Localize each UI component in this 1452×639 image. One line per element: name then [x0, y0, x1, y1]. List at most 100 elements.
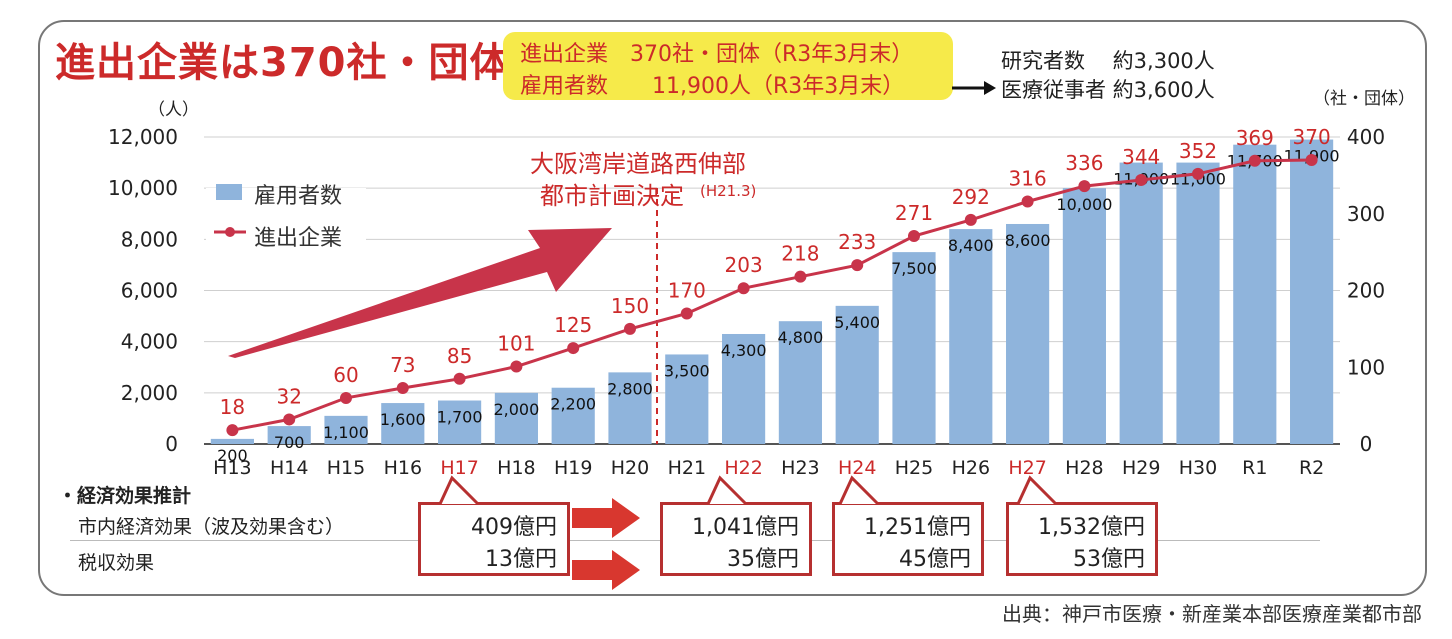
line-point-H18: [510, 360, 523, 373]
economic-title: ・経済効果推計: [58, 485, 192, 507]
x-tick-label: H23: [781, 457, 819, 479]
bar-H22: [722, 333, 766, 444]
left-axis-ticks: 0 2,000 4,000 6,000 8,000 10,000 12,000: [108, 125, 178, 456]
bar-value-label: 2,800: [607, 379, 653, 398]
right-tick-label: 400: [1347, 125, 1385, 149]
x-tick-label: H17: [440, 457, 478, 479]
x-tick-label: H24: [838, 457, 876, 479]
bar-value-label: 5,400: [834, 313, 880, 332]
bar-value-label: 700: [274, 433, 305, 452]
researchers-note: 研究者数 約3,300人: [1001, 49, 1215, 73]
economic-effect-label: 市内経済効果（波及効果含む）: [78, 516, 345, 538]
left-tick-label: 2,000: [121, 381, 178, 405]
line-point-H27: [1021, 195, 1034, 208]
highlight-box: [503, 32, 953, 100]
line-point-H30: [1192, 167, 1204, 180]
page-title: 進出企業は370社・団体: [55, 40, 511, 86]
economic-effect-value: 1,532億円: [1038, 515, 1145, 540]
callout-tail-h22: [706, 475, 748, 506]
bar-H15: [324, 415, 368, 444]
x-tick-label: H27: [1008, 457, 1046, 479]
line-value-label: 101: [497, 331, 535, 355]
x-tick-label: H20: [611, 457, 649, 479]
left-tick-label: 6,000: [121, 279, 178, 303]
right-tick-label: 200: [1347, 279, 1385, 303]
line-value-label: 150: [611, 294, 649, 318]
line-point-H17: [453, 372, 466, 385]
growth-arrow-icon: [228, 228, 612, 358]
bar-R1: [1233, 144, 1277, 445]
bar-H17: [438, 400, 482, 444]
line-value-label: 73: [390, 353, 415, 377]
bar-H29: [1119, 162, 1163, 445]
line-value-label: 316: [1009, 166, 1047, 190]
medical-staff-note: 医療従事者 約3,600人: [1001, 78, 1215, 102]
x-tick-label: H30: [1179, 457, 1217, 479]
bar-value-label: 7,500: [891, 259, 937, 278]
line-point-H15: [340, 391, 352, 404]
bar-H13: [210, 438, 254, 444]
legend-line-label: 進出企業: [254, 226, 343, 251]
line-value-label: 203: [725, 253, 763, 277]
line-point-H28: [1078, 180, 1091, 193]
bar-H23: [778, 321, 822, 444]
legend-line-marker: [225, 227, 235, 237]
left-tick-label: 0: [165, 432, 178, 456]
tax-effect-label: 税収効果: [78, 552, 155, 574]
line-value-label: 369: [1236, 126, 1274, 150]
line-point-H19: [567, 342, 580, 355]
right-tick-label: 0: [1360, 432, 1373, 456]
chart-canvas: 0 2,000 4,000 6,000 8,000 10,000 12,000 0 100 20…: [108, 125, 1385, 479]
bar-H30: [1176, 162, 1220, 445]
annotation-date: (H21.3): [700, 182, 757, 200]
x-tick-label: H26: [952, 457, 990, 479]
annotation-line1: 大阪湾岸道路西伸部: [530, 150, 746, 178]
tax-effect-value: 13億円: [485, 547, 557, 572]
line-point-H26: [964, 213, 977, 226]
x-tick-label: H19: [554, 457, 592, 479]
bar-value-label: 200: [217, 446, 248, 465]
line-point-H24: [851, 259, 864, 272]
line-point-H14: [283, 413, 296, 426]
left-axis-unit: （人）: [148, 100, 199, 120]
bar-value-label: 1,700: [437, 408, 483, 427]
x-tick-label: R2: [1299, 457, 1324, 479]
line-value-label: 125: [554, 313, 592, 337]
tax-effect-value: 35億円: [727, 547, 799, 572]
bar-value-label: 4,800: [777, 328, 823, 347]
arrow-right-icon: [572, 498, 640, 538]
line-point-H20: [624, 322, 636, 335]
economic-effect-value: 1,041億円: [692, 515, 799, 540]
line-point-H22: [737, 282, 750, 295]
legend-bar-swatch: [216, 184, 242, 200]
line-value-label: 170: [668, 279, 706, 303]
line-point-R1: [1248, 154, 1261, 167]
left-tick-label: 10,000: [108, 176, 178, 200]
tax-effect-value: 45億円: [899, 547, 971, 572]
line-value-label: 233: [838, 230, 876, 254]
bar-H21: [665, 354, 709, 444]
x-tick-label: H25: [895, 457, 933, 479]
bar-value-label: 2,000: [493, 400, 539, 419]
left-tick-label: 4,000: [121, 330, 178, 354]
x-axis-labels: H13 H14 H15 H16 H17 H18 H19 H20 H21 H22 H23 H24 H25 H…: [213, 457, 1324, 479]
line-value-label: 370: [1293, 125, 1331, 149]
x-tick-label: H28: [1065, 457, 1103, 479]
x-tick-label: H22: [724, 457, 762, 479]
bar-H27: [1006, 223, 1050, 444]
x-tick-label: H14: [270, 457, 308, 479]
line-point-H13: [226, 424, 239, 437]
bar-series: [210, 139, 1334, 445]
highlight-employees: 雇用者数 11,900人（R3年3月末）: [520, 74, 905, 99]
x-tick-label: H13: [213, 457, 251, 479]
annotation-line2: 都市計画決定: [540, 182, 684, 210]
callout-tail-h17: [438, 475, 480, 506]
bar-H14: [267, 426, 311, 444]
bar-H25: [892, 252, 936, 444]
line-series: [226, 154, 1318, 437]
line-labels: 18 32 60 73 85 101 125 150 170 203 218 233 271 292 316…: [220, 125, 1331, 419]
economic-box-h22: 1,041億円 35億円: [660, 502, 812, 576]
growth-arrow: [228, 228, 612, 358]
line-value-label: 85: [447, 344, 472, 368]
economic-box-h17: 409億円 13億円: [418, 502, 570, 576]
